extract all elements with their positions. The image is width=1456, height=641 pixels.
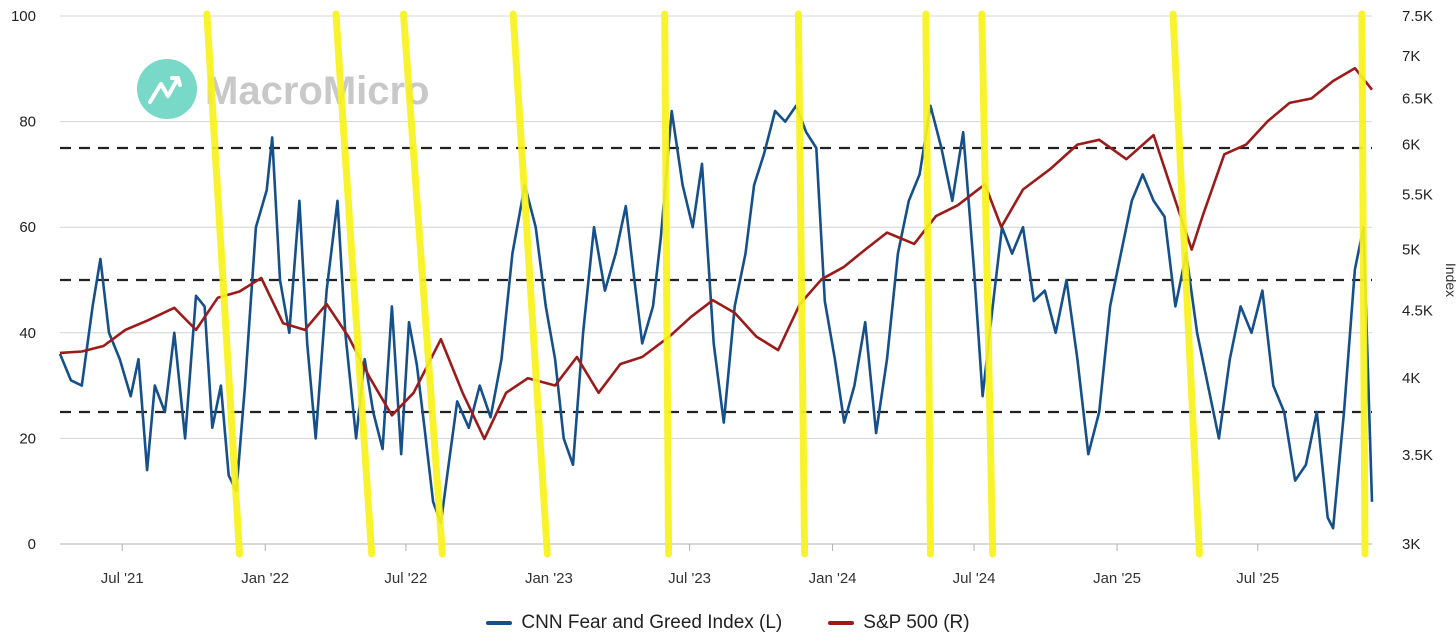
y-left-tick-label: 60	[19, 219, 36, 236]
legend: CNN Fear and Greed Index (L) S&P 500 (R)	[0, 612, 1456, 634]
y-right-tick-label: 5K	[1402, 242, 1420, 259]
annotations	[203, 10, 1369, 558]
y-left-tick-label: 100	[11, 8, 36, 25]
watermark: MacroMicro	[137, 59, 430, 119]
annotation-line	[203, 10, 244, 558]
legend-item-sp500[interactable]: S&P 500 (R)	[828, 612, 970, 634]
series	[58, 66, 1374, 530]
legend-label: S&P 500 (R)	[863, 612, 970, 633]
y-right-tick-label: 5.5K	[1402, 187, 1433, 204]
x-tick-label: Jul '22	[384, 570, 427, 587]
y-right-tick-label: 6.5K	[1402, 90, 1433, 107]
x-tick-label: Jan '23	[525, 570, 573, 587]
legend-swatch	[828, 621, 855, 625]
annotation-line	[332, 10, 376, 558]
x-tick-label: Jan '24	[809, 570, 857, 587]
watermark-chart-glyph-icon	[148, 76, 182, 104]
x-tick-label: Jul '23	[668, 570, 711, 587]
watermark-logo-icon	[137, 59, 197, 119]
y-left-tick-label: 40	[19, 325, 36, 342]
series-line-sp500	[59, 66, 1374, 441]
x-tick-label: Jul '21	[101, 570, 144, 587]
y-right-tick-label: 6K	[1402, 137, 1420, 154]
watermark-text: MacroMicro	[205, 69, 430, 113]
y-right-tick-label: 3K	[1402, 536, 1420, 553]
annotation-line	[978, 10, 997, 558]
y-right-tick-label: 4.5K	[1402, 302, 1433, 319]
reference-lines	[60, 146, 1372, 414]
annotation-line	[661, 10, 673, 558]
series-line-fear-greed	[58, 104, 1374, 530]
y-left-tick-label: 20	[19, 430, 36, 447]
annotation-line	[400, 10, 446, 558]
x-tick-label: Jul '24	[953, 570, 996, 587]
axes: 0 20 40 60 80 100 3K 3.5K 4K 4.5K 5K 5.5K 6K 6.5K 7K 7.…	[11, 8, 1456, 587]
chart: MacroMicro 0 20 40 60 80 100 3K 3.5K 4K 4.5K 5K 5.5…	[11, 8, 1456, 587]
legend-item-fear-greed[interactable]: CNN Fear and Greed Index (L)	[486, 612, 782, 634]
legend-label: CNN Fear and Greed Index (L)	[521, 612, 783, 633]
y-right-tick-label: 7.5K	[1402, 8, 1433, 25]
y-left-tick-label: 0	[28, 536, 36, 553]
legend-swatch	[486, 621, 513, 625]
annotation-line	[1358, 10, 1369, 558]
y-left-tick-label: 80	[19, 114, 36, 131]
annotation-line	[922, 10, 935, 558]
y-right-tick-label: 3.5K	[1402, 447, 1433, 464]
y-right-tick-label: 7K	[1402, 48, 1420, 65]
x-tick-label: Jul '25	[1236, 570, 1279, 587]
annotation-line	[509, 10, 551, 558]
annotation-line	[794, 10, 809, 558]
annotation-line	[1169, 10, 1203, 558]
y-right-axis-title: Index	[1443, 263, 1456, 297]
x-tick-label: Jan '25	[1093, 570, 1141, 587]
y-right-tick-label: 4K	[1402, 370, 1420, 387]
x-tick-label: Jan '22	[241, 570, 289, 587]
